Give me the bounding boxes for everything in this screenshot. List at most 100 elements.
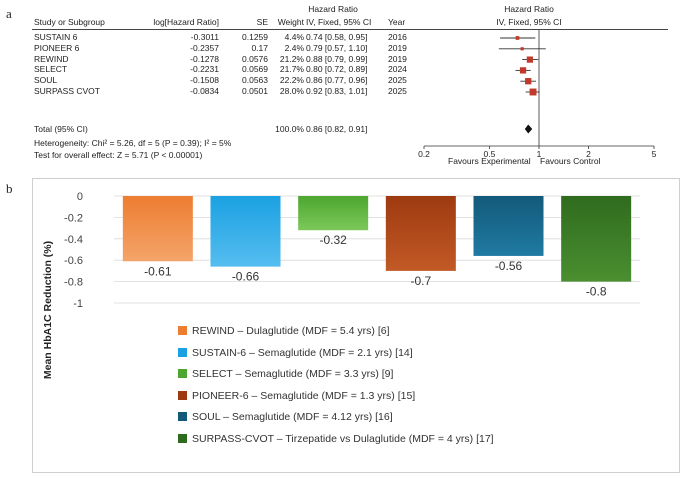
hr-ci-value: 0.80 [0.72, 0.89] <box>306 64 368 75</box>
legend-item: PIONEER-6 – Semaglutide (MDF = 1.3 yrs) … <box>178 390 415 402</box>
col-header-year: Year <box>388 17 406 27</box>
bar-data-label: -0.61 <box>144 264 172 278</box>
study-point <box>515 36 520 40</box>
se-value: 0.0569 <box>242 64 268 75</box>
forest-x-tick-label: 0.2 <box>418 149 430 159</box>
legend-item: SOUL – Semaglutide (MDF = 4.12 yrs) [16] <box>178 411 393 423</box>
panel-label-a: a <box>6 6 12 21</box>
total-hr: 0.86 [0.82, 0.91] <box>306 124 368 134</box>
legend-label: REWIND – Dulaglutide (MDF = 5.4 yrs) [6] <box>192 325 390 337</box>
hr-ci-value: 0.92 [0.83, 1.01] <box>306 86 368 96</box>
favours-control: Favours Control <box>540 156 601 166</box>
col-header-hr-sub: IV, Fixed, 95% CI <box>306 17 372 27</box>
col-header-study: Study or Subgroup <box>34 17 105 27</box>
legend-item: REWIND – Dulaglutide (MDF = 5.4 yrs) [6] <box>178 325 390 337</box>
bar-data-label: -0.7 <box>410 274 431 288</box>
hr-ci-value: 0.86 [0.77, 0.96] <box>306 75 368 86</box>
overall-effect-text: Test for overall effect: Z = 5.71 (P < 0… <box>34 150 203 160</box>
legend-label: PIONEER-6 – Semaglutide (MDF = 1.3 yrs) … <box>192 389 416 402</box>
loghr-value: -0.1508 <box>190 75 219 86</box>
legend-swatch <box>178 369 187 378</box>
hr-ci-value: 0.74 [0.58, 0.95] <box>306 32 368 42</box>
forest-x-tick-label: 5 <box>652 149 657 159</box>
loghr-value: -0.1278 <box>190 53 219 64</box>
legend-label: SUSTAIN-6 – Semaglutide (MDF = 2.1 yrs) … <box>192 346 413 359</box>
bar <box>561 196 632 282</box>
bar <box>122 196 193 262</box>
bar-data-label: -0.66 <box>232 270 260 284</box>
weight-value: 4.4% <box>284 32 304 42</box>
forest-x-tick-label: 0.5 <box>484 149 496 159</box>
bar-data-label: -0.32 <box>319 233 347 247</box>
year-value: 2016 <box>388 32 407 42</box>
hr-ci-value: 0.88 [0.79, 0.99] <box>306 53 368 64</box>
legend-swatch <box>178 433 187 443</box>
forest-x-tick-label: 2 <box>586 149 591 159</box>
legend-swatch <box>178 390 187 400</box>
legend-item: SELECT – Semaglutide (MDF = 3.3 yrs) [9] <box>178 368 393 380</box>
legend-label: SELECT – Semaglutide (MDF = 3.3 yrs) [9] <box>192 368 394 380</box>
study-name: SOUL <box>34 75 58 86</box>
se-value: 0.1259 <box>242 32 268 42</box>
legend-label: SOUL – Semaglutide (MDF = 4.12 yrs) [16] <box>192 411 393 423</box>
legend-item: SUSTAIN-6 – Semaglutide (MDF = 2.1 yrs) … <box>178 347 413 359</box>
bar-y-tick-label: -0.6 <box>64 255 83 267</box>
header-rule <box>32 29 668 30</box>
weight-value: 22.2% <box>279 75 304 86</box>
year-value: 2025 <box>388 75 407 86</box>
se-value: 0.0563 <box>242 75 268 86</box>
bar-data-label: -0.56 <box>495 259 523 273</box>
loghr-value: -0.2357 <box>190 42 219 53</box>
study-name: SUSTAIN 6 <box>34 32 78 42</box>
se-value: 0.0576 <box>242 53 268 64</box>
total-weight: 100.0% <box>275 124 304 134</box>
col-header-loghr: log[Hazard Ratio] <box>153 17 219 27</box>
hr-ci-value: 0.79 [0.57, 1.10] <box>306 42 368 53</box>
study-point <box>519 67 527 74</box>
weight-value: 21.2% <box>279 53 304 64</box>
bar-chart: 0 -0.2 -0.4 -0.6 -0.8 -1 Mean HbA1C Reduction … <box>42 191 640 379</box>
legend-swatch <box>178 347 187 357</box>
hr-header-top: Hazard Ratio <box>308 4 358 14</box>
heterogeneity-text: Heterogeneity: Chi² = 5.26, df = 5 (P = … <box>34 138 232 148</box>
panel-label-b: b <box>6 181 13 196</box>
bar <box>385 196 456 271</box>
year-value: 2024 <box>388 64 407 75</box>
study-name: SELECT <box>34 64 68 75</box>
forest-x-tick-label: 1 <box>537 149 542 159</box>
weight-value: 28.0% <box>279 86 304 96</box>
year-value: 2019 <box>388 53 407 64</box>
col-header-se: SE <box>256 17 268 27</box>
study-point <box>529 88 537 96</box>
weight-value: 2.4% <box>284 42 304 53</box>
study-point <box>525 78 532 85</box>
bar-y-tick-label: -0.2 <box>64 212 83 224</box>
year-value: 2019 <box>388 42 407 53</box>
bar-y-tick-label: -0.8 <box>64 277 83 289</box>
bar-data-label: -0.8 <box>586 285 607 299</box>
study-name: PIONEER 6 <box>34 42 80 53</box>
plot-header-sub: IV, Fixed, 95% CI <box>496 17 562 27</box>
col-header-weight: Weight <box>277 17 304 27</box>
bar-y-tick-label: 0 <box>77 191 83 203</box>
bar <box>210 196 281 267</box>
loghr-value: -0.2231 <box>190 64 219 75</box>
study-point <box>520 47 524 51</box>
pooled-diamond <box>524 124 533 134</box>
bar <box>298 196 369 231</box>
legend-item: SURPASS-CVOT – Tirzepatide vs Dulaglutid… <box>178 433 494 445</box>
legend-label: SURPASS-CVOT – Tirzepatide vs Dulaglutid… <box>192 432 494 445</box>
forest-plot: 0.2 0.5 1 2 5 <box>418 30 657 159</box>
bar-y-axis-label: Mean HbA1C Reduction (%) <box>42 241 54 379</box>
bar-y-tick-label: -0.4 <box>64 234 83 246</box>
legend-swatch <box>178 326 187 335</box>
study-name: SURPASS CVOT <box>34 86 100 96</box>
favours-experimental: Favours Experimental <box>448 156 531 166</box>
se-value: 0.17 <box>251 42 268 53</box>
bar-y-tick-label: -1 <box>73 298 83 310</box>
year-value: 2025 <box>388 86 407 96</box>
study-name: REWIND <box>34 53 69 64</box>
study-point <box>526 56 533 63</box>
legend-swatch <box>178 412 187 421</box>
total-label: Total (95% CI) <box>34 124 88 134</box>
